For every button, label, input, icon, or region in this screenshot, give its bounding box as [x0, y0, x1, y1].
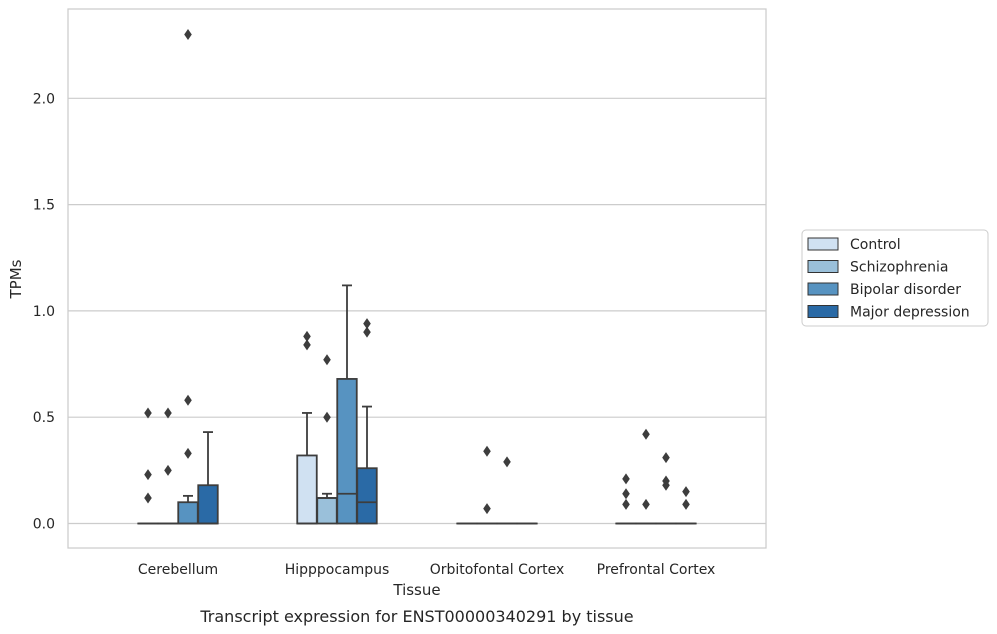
box-schizophrenia	[635, 428, 657, 525]
box-major-depression	[356, 318, 378, 525]
box-control	[615, 473, 637, 525]
box-bipolar-disorder	[177, 29, 199, 525]
box-bipolar-disorder	[336, 284, 358, 525]
x-tick-label: Hipppocampus	[285, 562, 390, 578]
x-tick-label: Prefrontal Cortex	[597, 562, 716, 578]
legend-label: Major depression	[850, 305, 970, 321]
box-bipolar-disorder	[496, 456, 518, 525]
outlier-point	[144, 492, 152, 504]
outlier-point	[303, 330, 311, 342]
outlier-point	[363, 326, 371, 338]
y-axis-label: TPMs	[7, 259, 25, 299]
outlier-point	[622, 498, 630, 510]
outlier-point	[622, 473, 630, 485]
box-body	[296, 454, 318, 525]
y-tick-label: 2.0	[33, 91, 55, 107]
x-tick-labels: Cerebellum Hipppocampus Orbitofontal Corte…	[138, 562, 715, 578]
x-axis-label: Tissue	[392, 581, 440, 599]
outlier-point	[323, 411, 331, 423]
outlier-point	[164, 464, 172, 476]
outlier-point	[642, 498, 650, 510]
outlier-point	[503, 456, 511, 468]
gridlines	[68, 97, 766, 525]
outlier-point	[363, 318, 371, 330]
figure-caption: Transcript expression for ENST0000034029…	[199, 607, 633, 626]
x-tick-label: Orbitofontal Cortex	[430, 562, 565, 578]
outlier-point	[642, 428, 650, 440]
y-tick-label: 0.0	[33, 517, 55, 533]
box-control	[137, 407, 159, 525]
box-body	[197, 484, 219, 525]
plot-area-frame	[67, 8, 767, 549]
legend-items: Control Schizophrenia Bipolar disorder Majo…	[807, 237, 970, 321]
outlier-point	[662, 475, 670, 487]
box-major-depression	[197, 431, 219, 525]
legend-swatch	[807, 305, 839, 318]
outlier-point	[164, 407, 172, 419]
outlier-point	[323, 354, 331, 366]
outlier-point	[483, 445, 491, 457]
outlier-point	[144, 407, 152, 419]
box-schizophrenia	[157, 407, 179, 525]
box-body	[177, 501, 199, 525]
box-body	[336, 378, 358, 525]
box-body	[356, 467, 378, 525]
outlier-point	[303, 339, 311, 351]
y-tick-label: 1.5	[33, 198, 55, 214]
legend-swatch	[807, 260, 839, 273]
outlier-point	[682, 498, 690, 510]
box-control	[296, 330, 318, 525]
y-tick-label: 1.0	[33, 304, 55, 320]
box-body	[316, 497, 338, 525]
y-tick-labels: 0.0 0.5 1.0 1.5 2.0	[33, 91, 55, 532]
x-tick-label: Cerebellum	[138, 562, 218, 578]
box-marks	[137, 29, 697, 525]
box-bipolar-disorder	[655, 452, 677, 525]
legend-swatch	[807, 237, 839, 251]
legend-label: Control	[850, 237, 901, 253]
box-major-depression	[675, 486, 697, 525]
legend-swatch	[807, 282, 839, 296]
outlier-point	[184, 394, 192, 406]
outlier-point	[622, 488, 630, 500]
legend: Control Schizophrenia Bipolar disorder Majo…	[801, 229, 989, 327]
legend-label: Bipolar disorder	[850, 282, 961, 298]
outlier-point	[184, 447, 192, 459]
outlier-point	[483, 503, 491, 515]
outlier-point	[144, 469, 152, 481]
outlier-point	[682, 486, 690, 498]
legend-label: Schizophrenia	[850, 260, 948, 276]
outlier-point	[662, 452, 670, 464]
box-schizophrenia	[476, 445, 498, 525]
y-tick-label: 0.5	[33, 410, 55, 426]
legend-frame	[801, 229, 989, 327]
box-schizophrenia	[316, 354, 338, 525]
outlier-point	[184, 29, 192, 41]
